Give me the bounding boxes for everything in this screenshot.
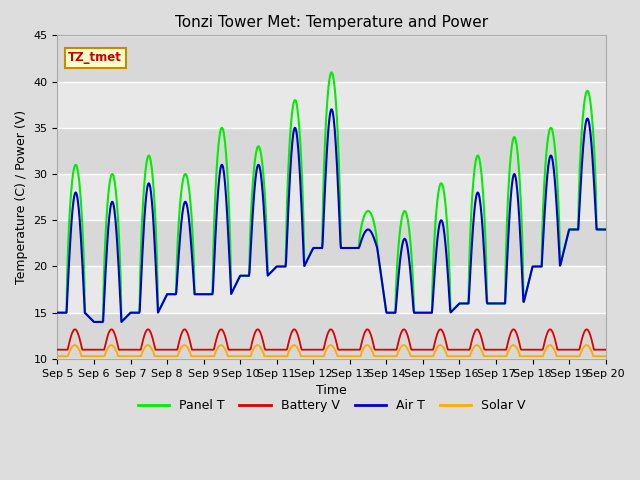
Panel T	[602, 227, 609, 232]
Solar V	[54, 353, 61, 359]
Line: Air T: Air T	[58, 109, 605, 322]
X-axis label: Time: Time	[316, 384, 347, 397]
Air T	[125, 311, 133, 316]
Battery V	[125, 347, 133, 353]
Title: Tonzi Tower Met: Temperature and Power: Tonzi Tower Met: Temperature and Power	[175, 15, 488, 30]
Solar V	[180, 342, 188, 348]
Bar	[58, 36, 605, 82]
Air T	[200, 291, 207, 297]
Panel T	[328, 70, 335, 75]
Battery V	[54, 347, 61, 353]
Bar	[58, 312, 605, 359]
Panel T	[54, 310, 61, 315]
Solar V	[258, 347, 266, 352]
Y-axis label: Temperature (C) / Power (V): Temperature (C) / Power (V)	[15, 110, 28, 284]
Air T	[328, 107, 335, 112]
Line: Battery V: Battery V	[58, 329, 605, 350]
Battery V	[567, 347, 575, 353]
Panel T	[567, 227, 575, 232]
Panel T	[200, 291, 207, 297]
Bar	[58, 220, 605, 266]
Battery V	[199, 347, 207, 353]
Battery V	[602, 347, 609, 353]
Battery V	[257, 332, 265, 337]
Air T	[54, 310, 61, 315]
Panel T	[90, 319, 98, 325]
Battery V	[451, 347, 458, 353]
Line: Panel T: Panel T	[58, 72, 605, 322]
Solar V	[567, 353, 575, 359]
Bar	[58, 128, 605, 174]
Text: TZ_tmet: TZ_tmet	[68, 51, 122, 64]
Air T	[602, 227, 609, 232]
Solar V	[337, 353, 345, 359]
Panel T	[451, 305, 459, 311]
Battery V	[364, 326, 371, 332]
Air T	[567, 227, 575, 232]
Battery V	[337, 347, 344, 353]
Solar V	[451, 353, 458, 359]
Legend: Panel T, Battery V, Air T, Solar V: Panel T, Battery V, Air T, Solar V	[132, 395, 531, 418]
Bar	[58, 174, 605, 220]
Panel T	[338, 245, 346, 251]
Air T	[90, 319, 98, 325]
Panel T	[125, 311, 133, 316]
Panel T	[258, 156, 266, 161]
Solar V	[200, 353, 207, 359]
Solar V	[125, 353, 133, 359]
Solar V	[602, 353, 609, 359]
Air T	[451, 305, 459, 311]
Air T	[338, 245, 346, 251]
Bar	[58, 82, 605, 128]
Air T	[258, 179, 266, 184]
Bar	[58, 266, 605, 312]
Line: Solar V: Solar V	[58, 345, 605, 356]
